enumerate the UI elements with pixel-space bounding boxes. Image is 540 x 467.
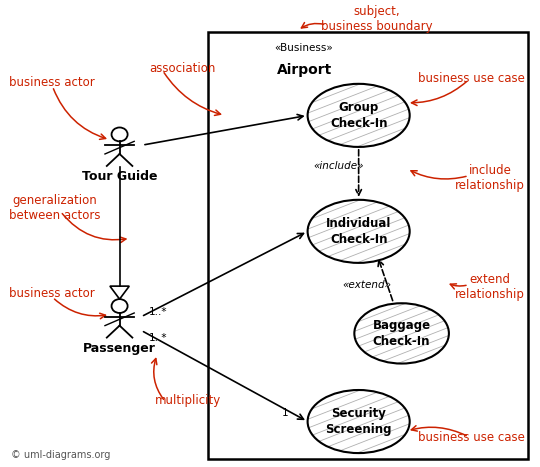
Text: Baggage
Check-In: Baggage Check-In xyxy=(373,319,431,348)
Text: Individual
Check-In: Individual Check-In xyxy=(326,217,392,246)
Text: «Business»: «Business» xyxy=(275,43,334,54)
Text: business actor: business actor xyxy=(9,77,95,89)
Text: generalization
between actors: generalization between actors xyxy=(9,194,101,222)
Text: «extend»: «extend» xyxy=(342,280,392,290)
Text: subject,
business boundary: subject, business boundary xyxy=(321,5,433,33)
Text: business actor: business actor xyxy=(9,288,95,300)
Ellipse shape xyxy=(308,200,410,263)
Text: Security
Screening: Security Screening xyxy=(326,407,392,436)
Text: business use case: business use case xyxy=(418,432,525,444)
Text: extend
relationship: extend relationship xyxy=(455,273,525,301)
Bar xyxy=(208,32,528,459)
Text: Tour Guide: Tour Guide xyxy=(82,170,157,184)
Text: 1..*: 1..* xyxy=(149,307,167,318)
Text: Passenger: Passenger xyxy=(83,342,156,355)
Text: association: association xyxy=(149,63,215,76)
Text: multiplicity: multiplicity xyxy=(154,394,221,407)
Text: include
relationship: include relationship xyxy=(455,164,525,192)
Text: Airport: Airport xyxy=(276,64,332,78)
Text: 1: 1 xyxy=(282,408,289,418)
Text: business use case: business use case xyxy=(418,72,525,85)
Ellipse shape xyxy=(308,390,410,453)
Ellipse shape xyxy=(354,303,449,363)
Text: 1..*: 1..* xyxy=(149,333,167,343)
Ellipse shape xyxy=(308,84,410,147)
Text: © uml-diagrams.org: © uml-diagrams.org xyxy=(11,450,111,460)
Text: «include»: «include» xyxy=(313,162,363,171)
Text: Group
Check-In: Group Check-In xyxy=(330,101,387,130)
